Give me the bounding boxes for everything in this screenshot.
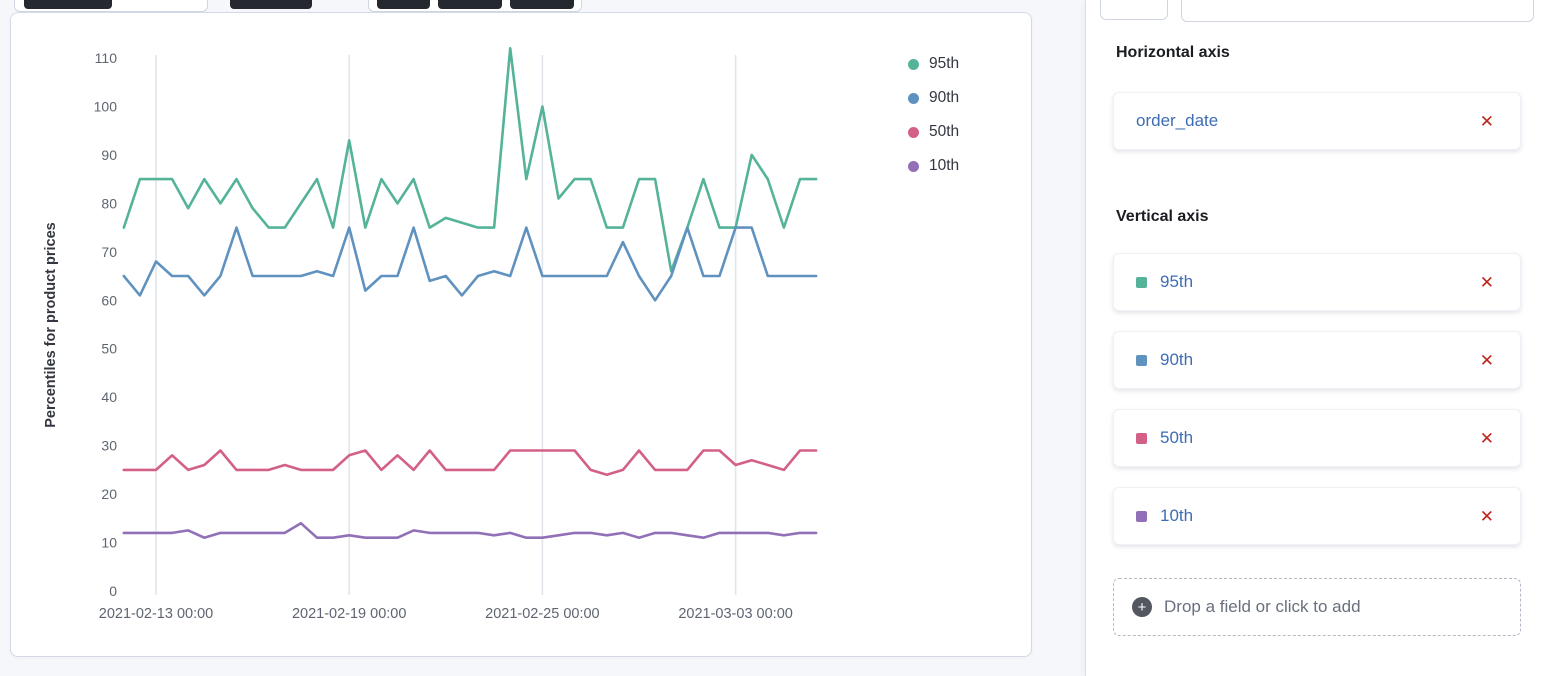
plus-icon: + (1132, 597, 1152, 617)
remove-field-button[interactable]: ✕ (1476, 348, 1498, 373)
legend-item-50th[interactable]: 50th (908, 121, 959, 143)
y-tick-label: 20 (101, 486, 117, 502)
series-color-swatch (1136, 432, 1147, 444)
y-tick-label: 100 (94, 98, 118, 114)
remove-field-button[interactable]: ✕ (1476, 504, 1498, 529)
field-label: 50th (1160, 428, 1194, 447)
series-color-swatch (1136, 510, 1147, 522)
field-label: 95th (1160, 272, 1194, 291)
y-tick-label: 110 (95, 50, 118, 66)
drop-field-button[interactable]: + Drop a field or click to add (1113, 578, 1521, 636)
series-line-90th (122, 226, 818, 302)
y-tick-label: 30 (101, 438, 117, 454)
y-tick-label: 80 (101, 195, 117, 211)
panel-search-input[interactable] (1181, 0, 1534, 22)
y-tick-label: 70 (101, 244, 117, 260)
legend-item-90th[interactable]: 90th (908, 87, 959, 109)
toolbar-button[interactable] (377, 0, 430, 9)
field-label: order_date (1136, 111, 1219, 130)
legend-dot (908, 58, 919, 70)
field-card-50th[interactable]: 50th ✕ (1113, 409, 1521, 467)
horizontal-axis-heading: Horizontal axis (1116, 44, 1230, 61)
series-line-50th (122, 449, 818, 477)
toolbar-button[interactable] (510, 0, 574, 9)
series-color-swatch (1136, 276, 1147, 288)
field-card-order-date[interactable]: order_date ✕ (1113, 92, 1521, 150)
legend-dot (908, 160, 919, 172)
field-label: 90th (1160, 350, 1194, 369)
y-tick-label: 50 (101, 341, 117, 357)
toolbar-button[interactable] (230, 0, 312, 9)
legend-label: 10th (929, 157, 960, 174)
legend-dot (908, 92, 919, 104)
legend-item-95th[interactable]: 95th (908, 53, 959, 75)
y-tick-label: 60 (101, 292, 117, 308)
toolbar-button[interactable] (24, 0, 112, 9)
x-tick-label: 2021-02-25 00:00 (485, 606, 600, 622)
legend-label: 50th (929, 123, 960, 140)
legend-dot (908, 126, 919, 138)
remove-field-button[interactable]: ✕ (1476, 109, 1498, 134)
x-tick-label: 2021-03-03 00:00 (678, 606, 793, 622)
remove-field-button[interactable]: ✕ (1476, 426, 1498, 451)
series-color-swatch (1136, 354, 1147, 366)
y-tick-label: 40 (101, 389, 117, 405)
field-card-10th[interactable]: 10th ✕ (1113, 487, 1521, 545)
legend-label: 95th (929, 55, 960, 72)
toolbar-button[interactable] (438, 0, 502, 9)
y-tick-label: 10 (101, 535, 117, 551)
chart-legend: 95th 90th 50th 10th (908, 53, 959, 189)
y-tick-label: 90 (101, 147, 117, 163)
layer-config-panel: Horizontal axis order_date ✕ Vertical ax… (1085, 0, 1550, 676)
series-line-95th (122, 46, 818, 273)
chart-panel: 0 10 20 30 40 50 60 70 80 90 100 110 2021-02-13 00:0… (10, 12, 1032, 657)
panel-toolbar-button[interactable] (1100, 0, 1168, 20)
legend-item-10th[interactable]: 10th (908, 155, 959, 177)
x-tick-label: 2021-02-19 00:00 (292, 606, 407, 622)
legend-label: 90th (929, 89, 960, 106)
field-card-95th[interactable]: 95th ✕ (1113, 253, 1521, 311)
y-axis-title: Percentiles for product prices (43, 222, 59, 428)
series-line-10th (122, 521, 818, 540)
x-tick-label: 2021-02-13 00:00 (99, 606, 214, 622)
y-tick-label: 0 (109, 583, 117, 599)
line-chart-canvas: 0 10 20 30 40 50 60 70 80 90 100 110 2021-02-13 00:0… (94, 46, 818, 622)
vertical-axis-heading: Vertical axis (1116, 208, 1209, 225)
drop-field-label: Drop a field or click to add (1164, 597, 1361, 616)
field-label: 10th (1160, 506, 1194, 525)
field-card-90th[interactable]: 90th ✕ (1113, 331, 1521, 389)
remove-field-button[interactable]: ✕ (1476, 270, 1498, 295)
